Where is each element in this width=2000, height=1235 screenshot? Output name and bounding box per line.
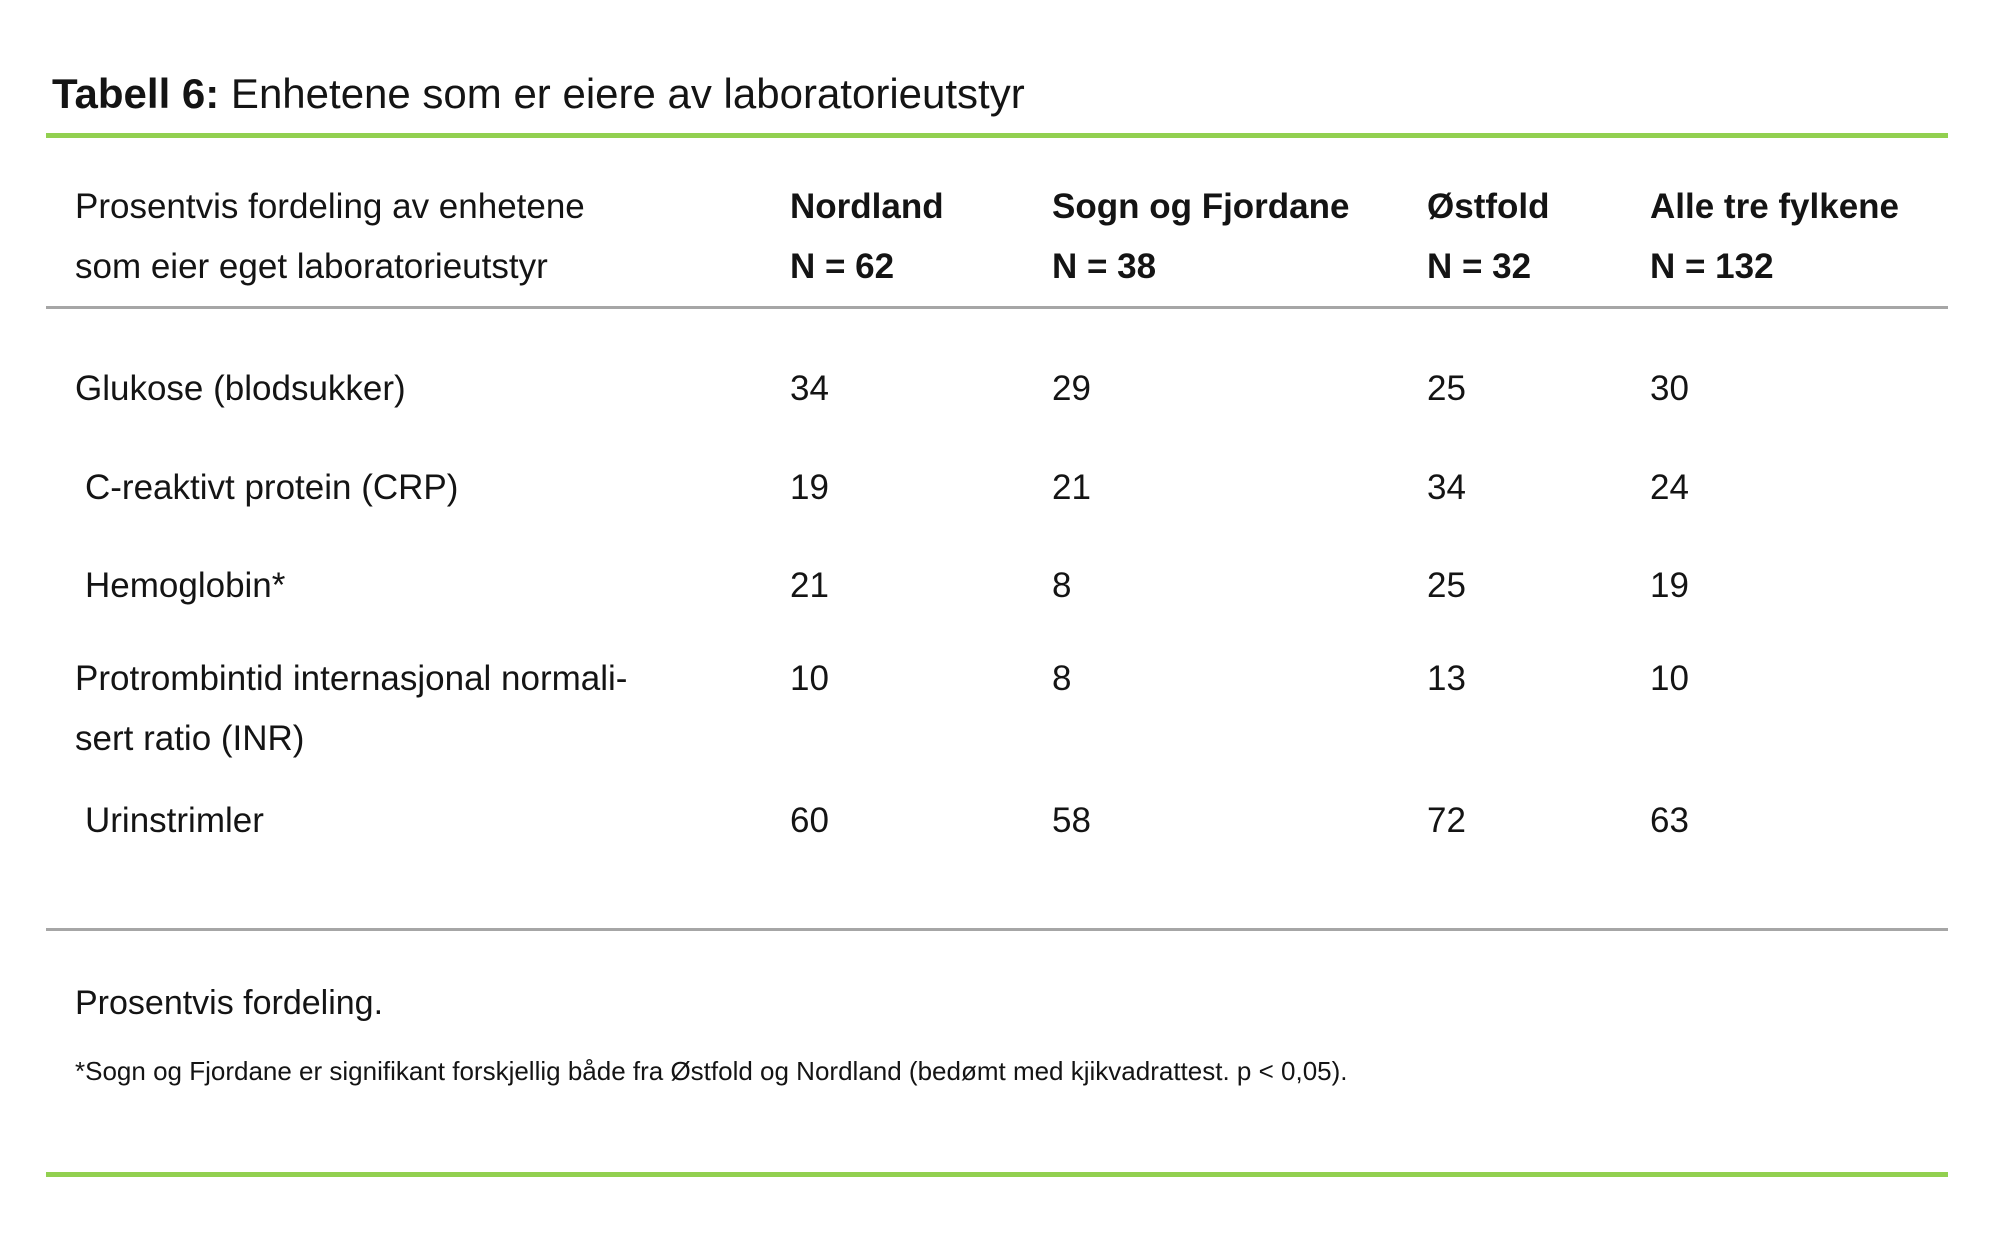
header-divider-line	[46, 306, 1948, 309]
value-alle-tre-fylkene: 19	[1650, 566, 1689, 605]
value-ostfold: 25	[1427, 369, 1466, 408]
table-title-label: Tabell 6:	[52, 70, 220, 117]
value-sogn-og-fjordane: 8	[1052, 659, 1072, 698]
value-nordland: 34	[790, 369, 829, 408]
value-sogn-og-fjordane: 8	[1052, 566, 1072, 605]
value-sogn-og-fjordane: 58	[1052, 801, 1091, 840]
header-col-ostfold: Østfold N = 32	[1427, 187, 1550, 286]
value-ostfold: 25	[1427, 566, 1466, 605]
header-col-alle-tre-fylkene: Alle tre fylkene N = 132	[1650, 187, 1899, 286]
row-label-glukose: Glukose (blodsukker)	[75, 369, 406, 408]
value-sogn-og-fjordane: 29	[1052, 369, 1091, 408]
table-note: Prosentvis fordeling.	[75, 984, 384, 1022]
value-alle-tre-fylkene: 24	[1650, 468, 1689, 507]
value-alle-tre-fylkene: 10	[1650, 659, 1689, 698]
header-col-sogn-og-fjordane: Sogn og Fjordane N = 38	[1052, 187, 1350, 286]
value-sogn-og-fjordane: 21	[1052, 468, 1091, 507]
header-col-nordland: Nordland N = 62	[790, 187, 944, 286]
value-alle-tre-fylkene: 30	[1650, 369, 1689, 408]
value-nordland: 60	[790, 801, 829, 840]
value-ostfold: 72	[1427, 801, 1466, 840]
value-nordland: 10	[790, 659, 829, 698]
value-ostfold: 34	[1427, 468, 1466, 507]
value-nordland: 21	[790, 566, 829, 605]
table-title: Tabell 6: Enhetene som er eiere av labor…	[52, 73, 1025, 115]
row-label-urinstrimler: Urinstrimler	[85, 801, 264, 840]
table-title-text: Enhetene som er eiere av laboratorieutst…	[219, 70, 1025, 117]
title-divider-line	[46, 133, 1948, 138]
row-label-inr: Protrombintid internasjonal normali- ser…	[75, 659, 628, 758]
value-ostfold: 13	[1427, 659, 1466, 698]
header-row-description: Prosentvis fordeling av enhetene som eie…	[75, 187, 585, 286]
table-footnote: *Sogn og Fjordane er signifikant forskje…	[75, 1056, 1348, 1086]
footer-divider-line	[46, 928, 1948, 931]
row-label-crp: C-reaktivt protein (CRP)	[85, 468, 459, 507]
bottom-border-line	[46, 1172, 1948, 1177]
value-nordland: 19	[790, 468, 829, 507]
value-alle-tre-fylkene: 63	[1650, 801, 1689, 840]
row-label-hemoglobin: Hemoglobin*	[85, 566, 286, 605]
